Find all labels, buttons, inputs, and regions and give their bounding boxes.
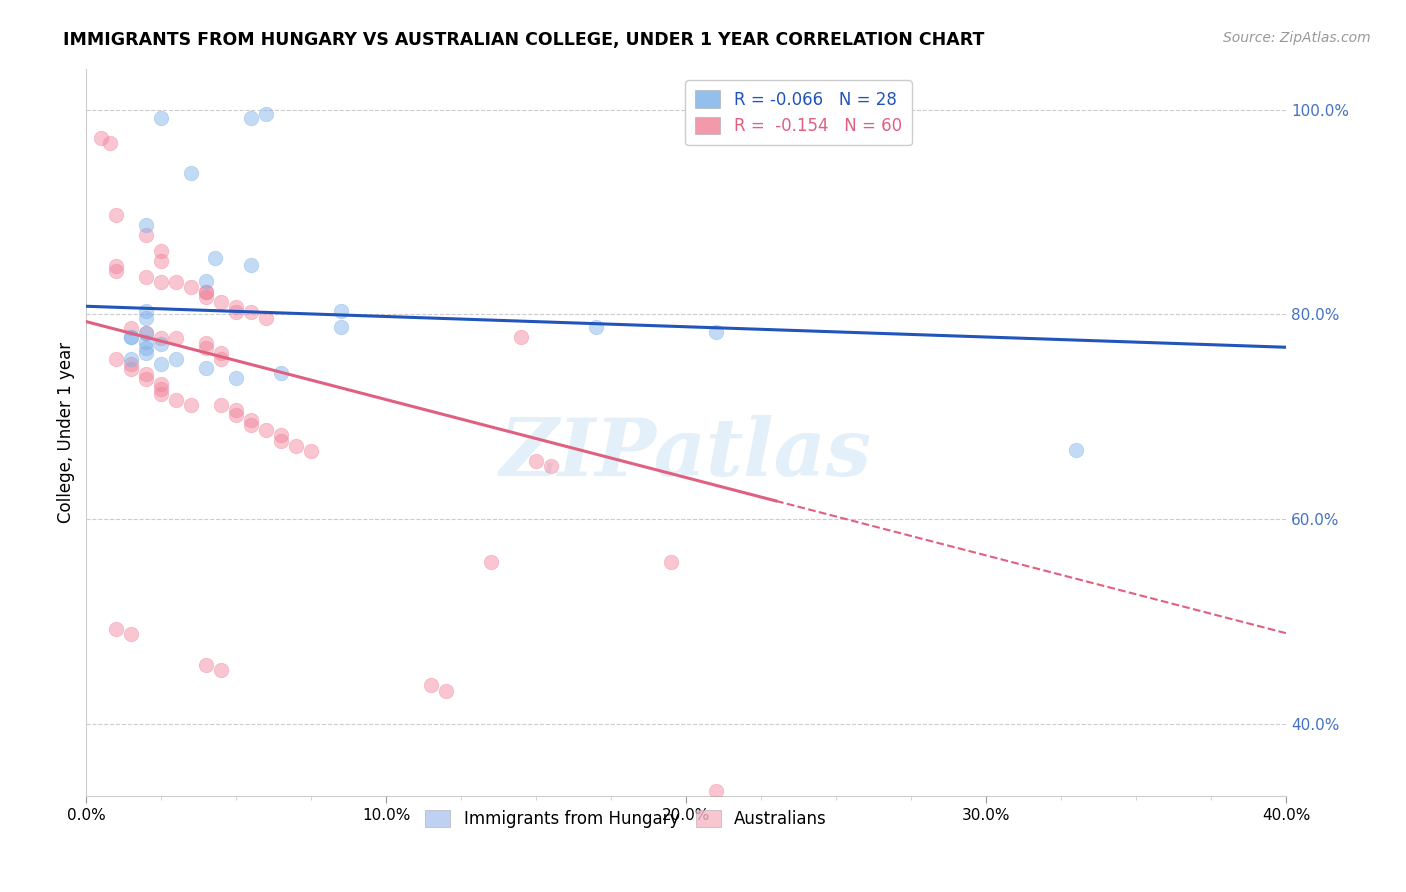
Point — [150, 111, 173, 125]
Point — [299, 443, 322, 458]
Point — [135, 326, 157, 340]
Point — [105, 264, 128, 278]
Point — [585, 319, 607, 334]
Point — [135, 326, 157, 340]
Point — [135, 346, 157, 360]
Legend: Immigrants from Hungary, Australians: Immigrants from Hungary, Australians — [419, 804, 834, 835]
Point — [165, 331, 187, 345]
Point — [540, 459, 562, 474]
Point — [120, 351, 142, 366]
Point — [105, 622, 128, 636]
Point — [195, 274, 218, 288]
Point — [195, 341, 218, 355]
Point — [209, 663, 232, 677]
Point — [180, 166, 202, 180]
Point — [240, 258, 263, 272]
Point — [240, 418, 263, 433]
Point — [120, 320, 142, 334]
Point — [225, 305, 247, 319]
Y-axis label: College, Under 1 year: College, Under 1 year — [58, 342, 75, 523]
Point — [704, 784, 727, 798]
Point — [105, 260, 128, 274]
Point — [285, 439, 308, 453]
Point — [150, 244, 173, 258]
Point — [1064, 442, 1087, 457]
Point — [510, 330, 533, 344]
Point — [240, 111, 263, 125]
Point — [105, 351, 128, 366]
Point — [135, 367, 157, 381]
Point — [135, 227, 157, 242]
Point — [150, 357, 173, 371]
Point — [135, 269, 157, 284]
Point — [240, 413, 263, 427]
Point — [120, 627, 142, 641]
Point — [225, 371, 247, 385]
Point — [150, 331, 173, 345]
Point — [135, 341, 157, 355]
Point — [120, 330, 142, 344]
Text: IMMIGRANTS FROM HUNGARY VS AUSTRALIAN COLLEGE, UNDER 1 YEAR CORRELATION CHART: IMMIGRANTS FROM HUNGARY VS AUSTRALIAN CO… — [63, 31, 984, 49]
Point — [120, 330, 142, 344]
Point — [225, 402, 247, 417]
Point — [209, 295, 232, 310]
Point — [135, 219, 157, 233]
Point — [659, 556, 682, 570]
Point — [195, 285, 218, 299]
Text: ZIPatlas: ZIPatlas — [501, 416, 872, 493]
Point — [330, 304, 353, 318]
Point — [165, 351, 187, 366]
Point — [98, 136, 121, 151]
Point — [270, 366, 292, 380]
Point — [704, 325, 727, 339]
Point — [90, 131, 112, 145]
Point — [120, 361, 142, 376]
Point — [120, 357, 142, 371]
Point — [150, 377, 173, 392]
Point — [195, 290, 218, 304]
Point — [434, 683, 457, 698]
Point — [254, 310, 277, 325]
Point — [135, 310, 157, 325]
Point — [150, 337, 173, 351]
Point — [209, 346, 232, 360]
Point — [195, 657, 218, 672]
Point — [150, 387, 173, 401]
Point — [225, 408, 247, 422]
Point — [150, 275, 173, 289]
Point — [254, 106, 277, 120]
Point — [209, 398, 232, 412]
Point — [195, 360, 218, 375]
Point — [524, 454, 547, 468]
Point — [135, 372, 157, 386]
Point — [195, 285, 218, 299]
Point — [105, 208, 128, 222]
Point — [135, 304, 157, 318]
Point — [135, 335, 157, 350]
Point — [420, 678, 443, 692]
Point — [479, 556, 502, 570]
Point — [270, 434, 292, 448]
Point — [330, 319, 353, 334]
Point — [195, 336, 218, 351]
Point — [165, 392, 187, 407]
Point — [254, 423, 277, 437]
Point — [180, 398, 202, 412]
Point — [180, 280, 202, 294]
Point — [165, 275, 187, 289]
Point — [225, 300, 247, 314]
Point — [150, 382, 173, 396]
Point — [204, 251, 226, 265]
Point — [270, 428, 292, 442]
Point — [209, 351, 232, 366]
Point — [240, 305, 263, 319]
Point — [150, 254, 173, 268]
Text: Source: ZipAtlas.com: Source: ZipAtlas.com — [1223, 31, 1371, 45]
